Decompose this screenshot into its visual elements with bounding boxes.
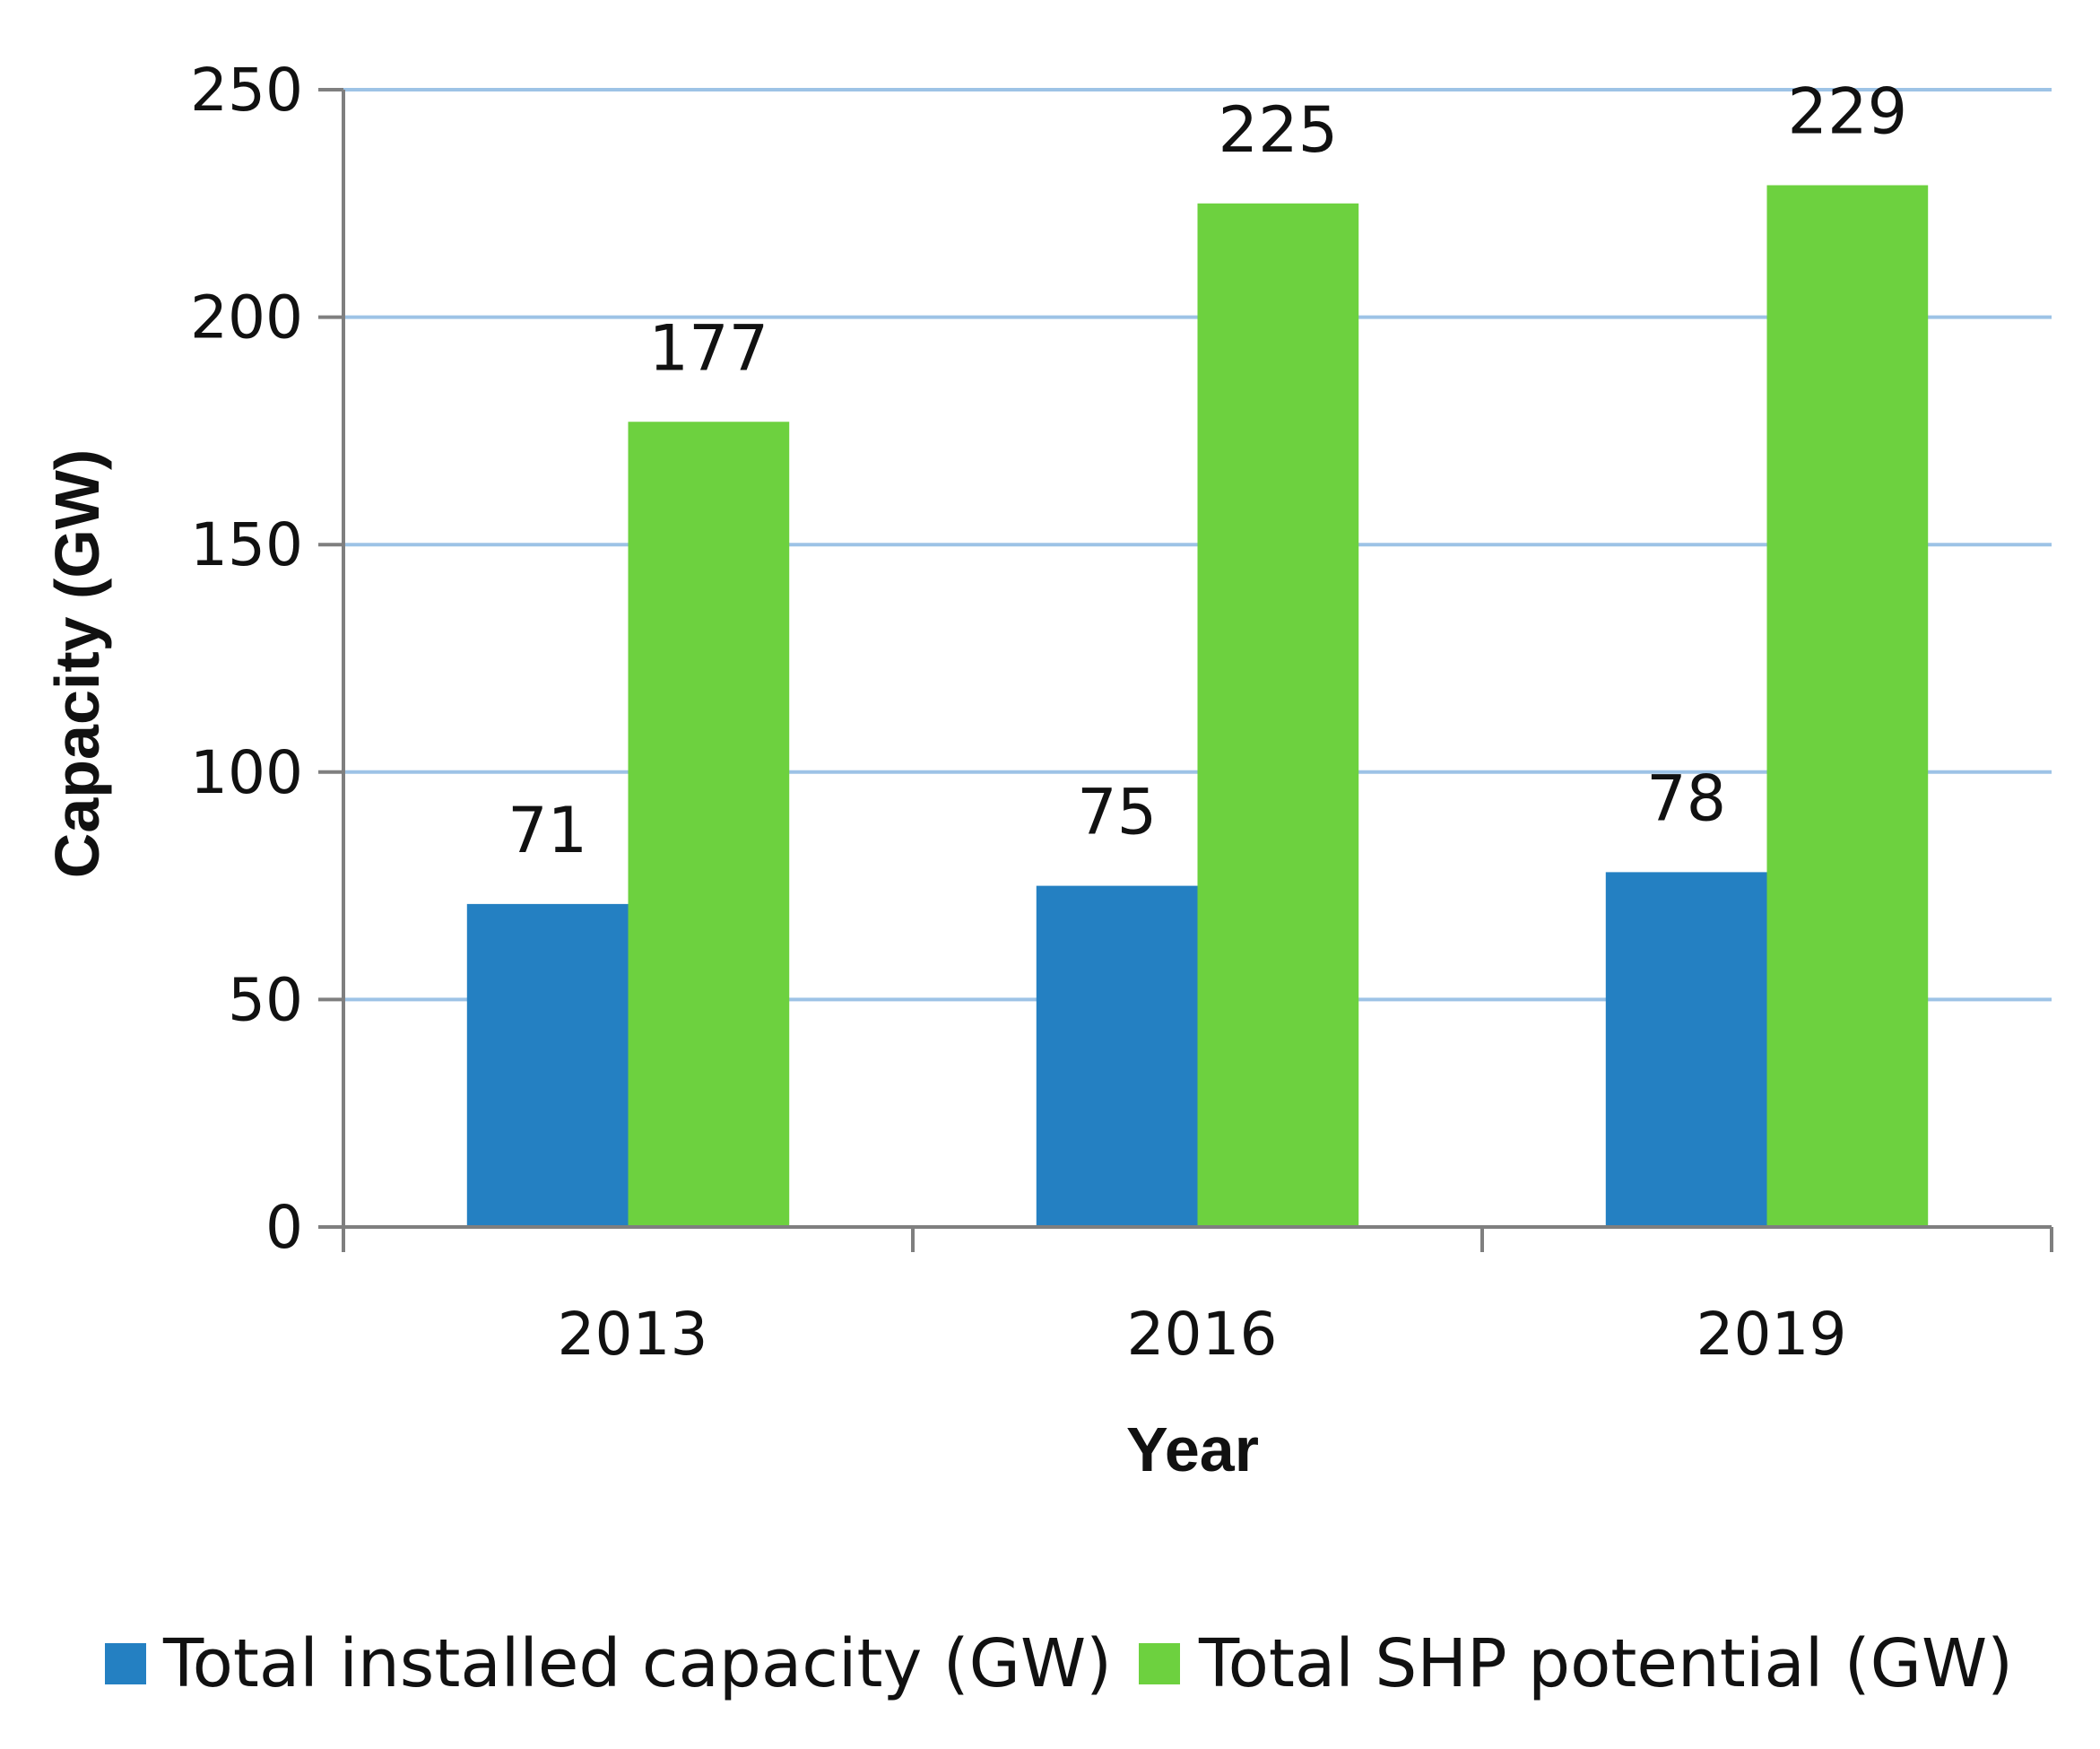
- legend-label-potential: Total SHP potential (GW): [1198, 1625, 2013, 1702]
- data-labels: 71 177 75 225 78 229: [508, 75, 1907, 867]
- bar-installed-2019: [1605, 872, 1767, 1227]
- bars: [466, 185, 1929, 1228]
- data-label-potential-2016: 225: [1219, 93, 1339, 167]
- data-label-installed-2013: 71: [508, 794, 587, 867]
- legend-label-installed: Total installed capacity (GW): [162, 1625, 1112, 1702]
- tick-labels: 0 50 100 150 200 250 2013 2016 2019: [190, 56, 1846, 1369]
- data-label-installed-2019: 78: [1646, 761, 1726, 835]
- bar-installed-2016: [1036, 885, 1198, 1227]
- bar-potential-2019: [1766, 185, 1929, 1228]
- data-label-potential-2013: 177: [649, 311, 769, 385]
- y-tick-label-250: 250: [190, 56, 303, 125]
- legend-swatch-potential: [1139, 1643, 1180, 1684]
- y-tick-label-150: 150: [190, 510, 303, 579]
- data-label-installed-2016: 75: [1077, 776, 1157, 849]
- x-tick-label-2013: 2013: [558, 1300, 708, 1369]
- x-axis-title: Year: [1126, 1414, 1259, 1484]
- bar-potential-2016: [1197, 203, 1359, 1227]
- y-axis-title: Capacity (GW): [42, 449, 112, 878]
- x-tick-label-2016: 2016: [1127, 1300, 1278, 1369]
- data-label-potential-2019: 229: [1788, 75, 1908, 149]
- legend-swatch-installed: [105, 1643, 146, 1684]
- y-tick-label-100: 100: [190, 738, 303, 807]
- y-tick-label-200: 200: [190, 283, 303, 352]
- x-tick-label-2019: 2019: [1696, 1300, 1847, 1369]
- axes: [318, 88, 2053, 1252]
- bar-potential-2013: [628, 422, 790, 1228]
- y-tick-label-0: 0: [265, 1193, 303, 1262]
- y-tick-label-50: 50: [228, 965, 303, 1034]
- bar-installed-2013: [466, 903, 629, 1227]
- legend: Total installed capacity (GW) Total SHP …: [105, 1625, 2013, 1702]
